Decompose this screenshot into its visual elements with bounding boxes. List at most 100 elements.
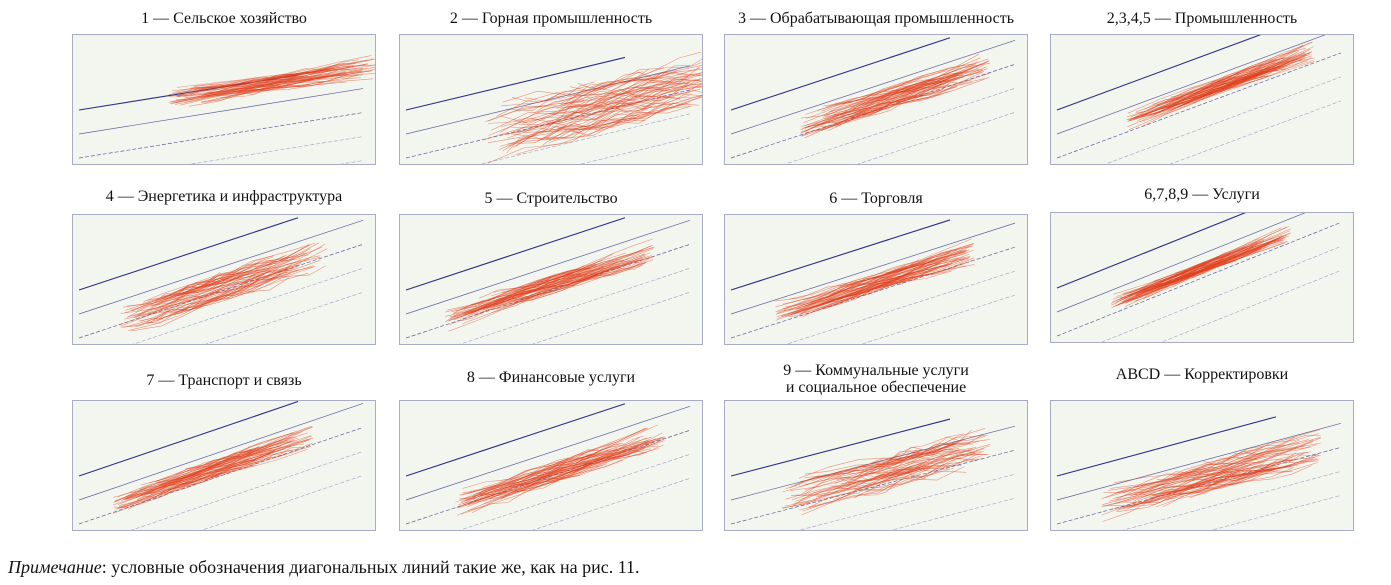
plot-area: [72, 400, 376, 531]
trajectory-line: [129, 267, 277, 327]
trajectory-line: [458, 439, 664, 508]
trajectory-line: [507, 78, 701, 135]
trajectory-line: [490, 264, 597, 297]
guide-line: [730, 449, 1016, 525]
chart-panel-mining: 2 — Горная промышленность: [399, 0, 703, 166]
trajectory-line: [1125, 277, 1190, 307]
trajectory-line: [146, 297, 230, 324]
plot-svg: [1056, 213, 1342, 342]
trajectory-line: [853, 79, 939, 109]
guide-line: [786, 270, 1016, 344]
trajectory-line: [564, 62, 702, 105]
trajectory-line: [821, 107, 884, 131]
trajectory-line: [174, 243, 326, 303]
trajectory-line: [485, 67, 702, 122]
trajectory-line: [1173, 444, 1286, 476]
trajectory-line: [117, 445, 312, 510]
trajectory-line: [120, 265, 314, 327]
plot-area: [1050, 212, 1354, 343]
trajectory-line: [847, 470, 918, 487]
trajectory-line: [556, 76, 689, 109]
trajectory-line: [854, 478, 926, 499]
guide-line: [1056, 35, 1326, 135]
trajectory-line: [846, 457, 947, 484]
guide-line: [189, 136, 364, 164]
chart-panel-transport: 7 — Транспорт и связь: [72, 364, 376, 532]
trajectory-line: [1179, 66, 1270, 107]
guide-line: [579, 137, 691, 164]
trajectory-line: [1192, 460, 1295, 481]
guide-line: [730, 37, 951, 111]
trajectory-line: [1162, 67, 1284, 110]
guide-line: [784, 87, 1016, 164]
chart-panel-finance: 8 — Финансовые услуги: [399, 364, 703, 532]
trajectory-line: [474, 258, 646, 306]
plot-svg: [405, 403, 691, 530]
trajectory-line: [594, 89, 702, 108]
chart-panel-utilities: 9 — Коммунальные услуги и социальное обе…: [724, 362, 1028, 532]
guide-line: [1101, 246, 1342, 342]
guide-line: [891, 497, 1016, 530]
chart-panel-services: 6,7,8,9 — Услуги: [1050, 180, 1354, 346]
trajectory-line: [132, 248, 303, 317]
plot-area: [399, 34, 703, 165]
trajectory-line: [856, 82, 973, 116]
guide-line: [405, 405, 691, 501]
trajectory-line: [804, 443, 957, 475]
chart-title: 2 — Горная промышленность: [449, 10, 653, 27]
trajectory-line: [184, 89, 271, 98]
trajectory-line: [237, 77, 361, 93]
trajectory-line: [781, 249, 970, 317]
trajectory-line: [1171, 58, 1277, 100]
chart-panel-adjustments: ABCD — Корректировки: [1050, 364, 1354, 532]
trajectory-line: [565, 86, 702, 108]
guide-line: [532, 477, 691, 530]
trajectory-line: [201, 73, 347, 99]
plot-svg: [1056, 35, 1342, 164]
guide-line: [730, 219, 951, 291]
chart-panel-trade: 6 — Торговля: [724, 180, 1028, 346]
trajectory-line: [134, 256, 294, 319]
trajectory-line: [1186, 454, 1321, 488]
trajectory-line: [829, 453, 987, 487]
trajectory-line: [119, 472, 219, 507]
guide-line: [132, 267, 364, 344]
trajectory-line: [614, 95, 702, 115]
chart-title: 3 — Обрабатывающая промышленность: [738, 10, 1014, 27]
guide-line: [1122, 470, 1342, 530]
chart-panel-industry: 2,3,4,5 — Промышленность: [1050, 0, 1354, 166]
trajectory-line: [869, 434, 984, 475]
trajectory-line: [177, 262, 302, 309]
trajectory-line: [196, 273, 264, 300]
plot-area: [724, 34, 1028, 165]
note-label: Примечание: [8, 557, 102, 577]
trajectory-line: [804, 252, 949, 307]
guide-line: [130, 451, 364, 530]
trajectory-line: [1101, 436, 1321, 499]
guide-line: [861, 294, 1016, 344]
trajectory-line: [500, 457, 569, 481]
trajectory-line: [453, 248, 654, 321]
plot-svg: [78, 217, 364, 344]
trajectory-line: [1143, 251, 1247, 298]
trajectory-line: [1163, 252, 1232, 281]
trajectory-line: [1114, 439, 1310, 483]
trajectory-line: [175, 75, 308, 105]
note-text: : условные обозначения диагональных лини…: [101, 557, 640, 577]
trajectory-line: [176, 77, 328, 97]
trajectory-line: [781, 276, 904, 317]
trajectory-line: [499, 111, 634, 147]
trajectory-line: [1114, 469, 1240, 505]
trajectory-line: [147, 269, 289, 314]
guide-line: [1056, 222, 1342, 337]
trajectory-line: [843, 258, 937, 291]
trajectory-line: [1126, 76, 1268, 120]
trajectory-line: [524, 71, 644, 102]
trajectory-line: [559, 70, 668, 104]
chart-title: 2,3,4,5 — Промышленность: [1106, 10, 1298, 27]
guide-line: [532, 291, 691, 344]
guide-line: [78, 403, 364, 501]
plot-svg: [1056, 416, 1342, 530]
trajectory-line: [1203, 442, 1299, 466]
guide-line: [1056, 52, 1342, 159]
